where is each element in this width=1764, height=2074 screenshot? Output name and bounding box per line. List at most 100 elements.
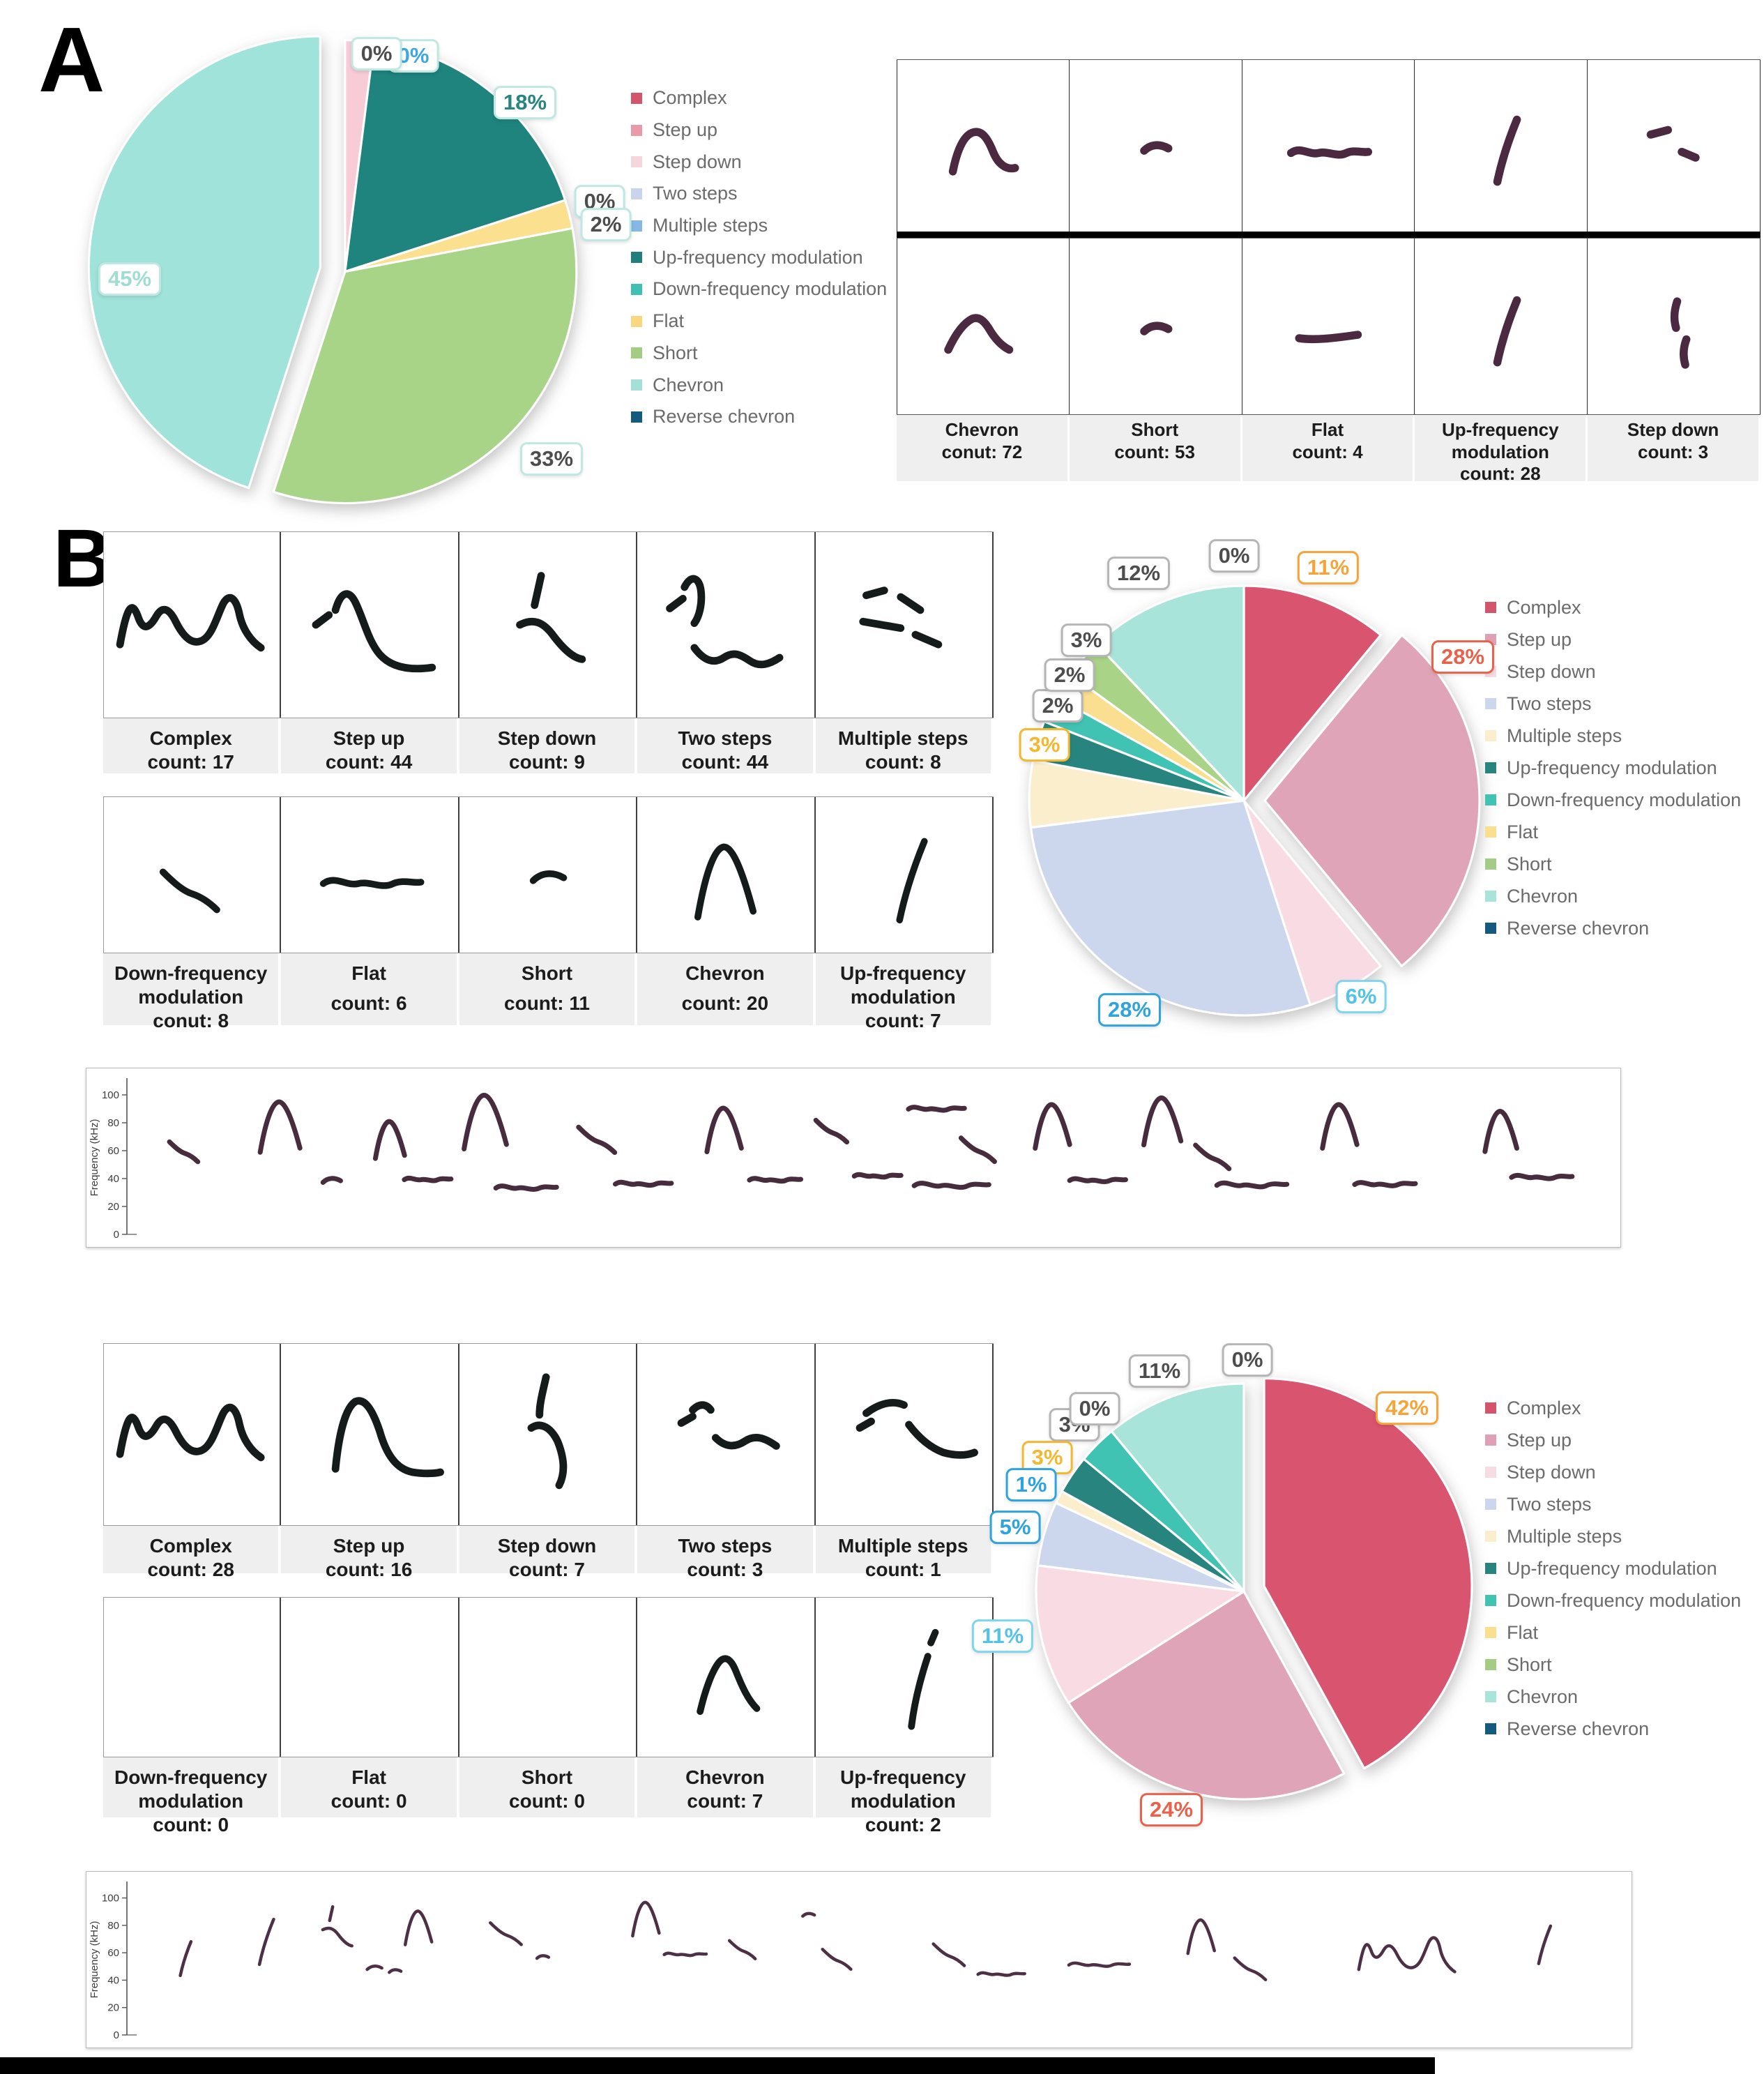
legend-swatch-icon — [1485, 1402, 1496, 1414]
step-up-call-shape-icon — [312, 590, 436, 673]
grid-label-step-down: Step down count: 7 — [459, 1526, 635, 1580]
panel-a-label: A — [38, 8, 105, 111]
percent-label: 0% — [351, 37, 402, 70]
pie-slice-short — [272, 227, 578, 505]
bottom-divider-bar — [0, 2057, 1435, 2074]
grid-cell-step-down — [459, 1344, 638, 1525]
legend-item-label: Up-frequency modulation — [1507, 757, 1717, 778]
grid-label-multiple-steps: Multiple steps count: 8 — [815, 718, 991, 773]
legend-item-label: Complex — [1507, 596, 1581, 618]
category-count: count: 7 — [509, 1559, 585, 1581]
grid-band2: Down-frequency modulation count: 0 Flat cou… — [103, 1757, 994, 1835]
pie-slice-complex — [1263, 1377, 1473, 1770]
pie-slice-chevron — [1110, 1382, 1245, 1593]
percent-label: 18% — [493, 86, 557, 119]
y-axis-tick-label: 40 — [107, 1173, 119, 1185]
category-count: count: 0 — [153, 1814, 229, 1836]
legend-panel-a: Complex Step up Step down Two steps Multiple… — [631, 82, 887, 433]
percent-label: 6% — [1335, 980, 1387, 1013]
legend-item-label: Step up — [1507, 628, 1572, 650]
percent-label: 11% — [1297, 551, 1360, 584]
category-count: count: 7 — [865, 1010, 941, 1032]
percent-label: 0% — [1069, 1392, 1120, 1425]
y-axis-tick-label: 60 — [107, 1947, 119, 1959]
legend-group2: Complex Step up Step down Two steps Multiple… — [1485, 1392, 1741, 1745]
chevron-a2-call-shape-icon — [944, 313, 1014, 354]
category-count: conut: 8 — [153, 1010, 229, 1032]
step-down-call-shape-icon — [516, 572, 586, 663]
percent-label: 28% — [1431, 640, 1495, 674]
call-spectrogram-blobs — [178, 1900, 1553, 1982]
legend-group1: Complex Step up Step down Two steps Multiple… — [1485, 591, 1741, 944]
legend-swatch-icon — [631, 252, 642, 264]
grid-label-complex: Complex count: 28 — [103, 1526, 279, 1580]
legend-item-up-frequency-modulation: Up-frequency modulation — [1485, 752, 1741, 784]
legend-item-label: Two steps — [653, 183, 738, 204]
grid-cell-chevron — [637, 797, 816, 953]
grid-row2 — [103, 1597, 994, 1757]
grid-cell-up-frequency-modulation — [815, 797, 994, 953]
category-count: count: 44 — [681, 751, 769, 773]
legend-swatch-icon — [1485, 1531, 1496, 1542]
category-count: count: 6 — [330, 992, 407, 1014]
percent-label: 24% — [1139, 1793, 1203, 1826]
category-name: Two steps — [678, 727, 773, 749]
legend-item-label: Step down — [653, 151, 742, 172]
grid-cell-chevron — [637, 1598, 816, 1757]
legend-item-short: Short — [631, 338, 887, 370]
legend-item-short: Short — [1485, 848, 1741, 880]
legend-swatch-icon — [1485, 826, 1496, 838]
grid-cell-short — [459, 797, 638, 953]
y-axis-tick-label: 0 — [114, 2029, 119, 2041]
legend-item-label: Reverse chevron — [653, 406, 796, 427]
grid-band1: Complex count: 28 Step up count: 16 Step dow… — [103, 1526, 994, 1591]
grid-label-step-down: Step down count: 3 — [1588, 415, 1758, 481]
flat-call-shape-icon — [1287, 146, 1373, 158]
category-count: count: 7 — [687, 1790, 763, 1812]
grid-cell-step-up — [281, 1344, 459, 1525]
grid-cell-complex — [103, 1344, 282, 1525]
category-name: Step down — [497, 727, 597, 749]
chevron-b-call-shape-icon — [694, 843, 757, 921]
legend-item-label: Step down — [1507, 660, 1596, 682]
grid-label-chevron: Chevron conut: 72 — [897, 415, 1067, 481]
chevron-b2-call-shape-icon — [697, 1655, 761, 1716]
group2-pie — [1035, 1377, 1473, 1801]
grid-cell-step-up — [281, 532, 459, 718]
legend-swatch-icon — [1485, 1499, 1496, 1510]
grid-band1: Complex count: 17 Step up count: 44 Step dow… — [103, 718, 994, 792]
legend-item-flat: Flat — [631, 305, 887, 338]
percent-label: 33% — [519, 442, 584, 476]
category-name: Down-frequency modulation — [114, 962, 268, 1008]
percent-label: 12% — [1107, 557, 1171, 590]
call-spectrogram-blobs — [167, 1093, 1575, 1192]
legend-item-step-down: Step down — [1485, 1456, 1741, 1488]
grid-label-up-frequency-modulation: Up-frequency modulation count: 28 — [1415, 415, 1586, 484]
panel-a-pie — [87, 35, 578, 505]
percent-label: 2% — [1044, 658, 1095, 692]
chevron-a-call-shape-icon — [949, 128, 1019, 176]
percent-label: 0% — [1208, 539, 1260, 573]
category-name: Complex — [149, 727, 232, 749]
legend-swatch-icon — [1485, 1595, 1496, 1606]
grid-cell-multiple-steps — [815, 532, 994, 718]
legend-item-reverse-chevron: Reverse chevron — [1485, 1713, 1741, 1745]
percent-label: 45% — [98, 262, 162, 296]
grid-cell-up-frequency-modulation — [815, 1598, 994, 1757]
spectrogram-strip-group2: 100 80 60 40 20 0 Frequency (kHz) — [86, 1871, 1632, 2048]
category-name: Complex — [149, 1535, 232, 1557]
category-count: count: 53 — [1114, 441, 1195, 462]
grid-cell-flat — [281, 797, 459, 953]
legend-item-complex: Complex — [1485, 591, 1741, 623]
grid-label-step-down: Step down count: 9 — [459, 718, 635, 773]
percent-label: 42% — [1375, 1391, 1439, 1425]
legend-item-two-steps: Two steps — [1485, 1488, 1741, 1520]
legend-item-label: Flat — [653, 310, 685, 332]
legend-item-label: Chevron — [653, 374, 724, 395]
grid-cell-step-down — [459, 532, 638, 718]
legend-swatch-icon — [631, 188, 642, 199]
grid-label-up-frequency-modulation: Up-frequency modulation count: 7 — [815, 953, 991, 1031]
percent-label: 2% — [1032, 689, 1084, 722]
grid-label-flat: Flat count: 0 — [281, 1757, 457, 1817]
